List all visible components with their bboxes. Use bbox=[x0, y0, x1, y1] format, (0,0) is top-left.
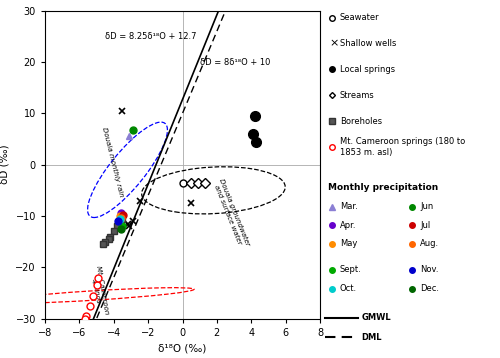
Text: May: May bbox=[340, 239, 357, 248]
Text: Shallow wells: Shallow wells bbox=[340, 39, 396, 48]
Text: GMWL: GMWL bbox=[362, 313, 391, 322]
Text: Sept.: Sept. bbox=[340, 266, 362, 275]
Text: Jul: Jul bbox=[420, 221, 430, 229]
Text: Boreholes: Boreholes bbox=[340, 116, 382, 126]
Text: Mt. Cameroon
springs: Mt. Cameroon springs bbox=[88, 265, 110, 316]
X-axis label: δ¹⁸O (‰): δ¹⁸O (‰) bbox=[158, 343, 206, 353]
Text: Aug.: Aug. bbox=[420, 239, 439, 248]
Text: Local springs: Local springs bbox=[340, 65, 395, 74]
Text: Mt. Cameroon springs (180 to: Mt. Cameroon springs (180 to bbox=[340, 137, 465, 146]
Text: Douala groundwater
and surface water: Douala groundwater and surface water bbox=[211, 178, 250, 249]
Y-axis label: δD (‰): δD (‰) bbox=[0, 145, 10, 184]
Text: δD = 8δ¹⁸O + 10: δD = 8δ¹⁸O + 10 bbox=[200, 58, 270, 67]
Text: Streams: Streams bbox=[340, 91, 375, 100]
Text: Monthly precipitation: Monthly precipitation bbox=[328, 183, 438, 192]
Text: Nov.: Nov. bbox=[420, 266, 438, 275]
Text: Dec.: Dec. bbox=[420, 284, 439, 293]
Text: Seawater: Seawater bbox=[340, 13, 380, 23]
Text: Apr.: Apr. bbox=[340, 221, 356, 229]
Text: Jun: Jun bbox=[420, 202, 434, 211]
Text: Mar.: Mar. bbox=[340, 202, 358, 211]
Text: Oct.: Oct. bbox=[340, 284, 357, 293]
Text: ×: × bbox=[330, 39, 339, 49]
Text: Douala monthly rain: Douala monthly rain bbox=[101, 127, 124, 198]
Text: δD = 8.25δ¹⁸O + 12.7: δD = 8.25δ¹⁸O + 12.7 bbox=[105, 32, 196, 41]
Text: DML: DML bbox=[362, 333, 382, 342]
Text: 1853 m. asl): 1853 m. asl) bbox=[340, 147, 392, 157]
